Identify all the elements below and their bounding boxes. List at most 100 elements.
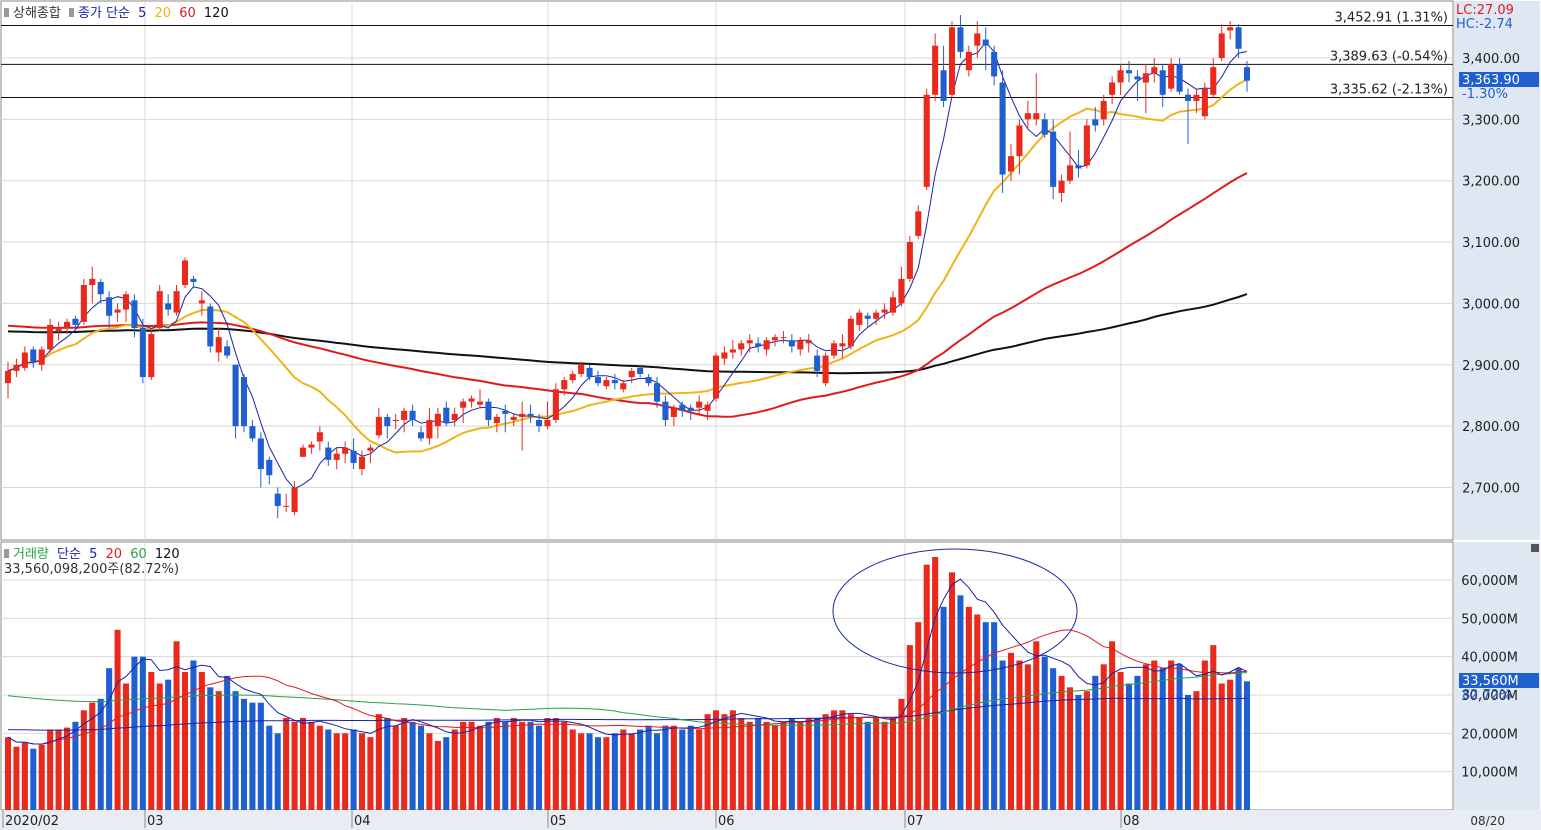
volume-bar — [291, 721, 298, 810]
candle-body — [443, 407, 450, 424]
candle-body — [957, 27, 964, 52]
panel-close-icon[interactable] — [1531, 544, 1539, 552]
candle-body — [232, 364, 239, 427]
candle-body — [763, 340, 770, 350]
volume-bar — [915, 622, 922, 810]
candle-body — [434, 413, 441, 427]
candle-body — [139, 327, 146, 378]
candle-body — [198, 300, 205, 304]
candle-body — [55, 327, 62, 332]
candle-body — [780, 337, 787, 339]
candle-body — [1134, 76, 1141, 80]
candle-body — [1050, 131, 1057, 187]
volume-y-tick: 10,000M — [1461, 766, 1518, 781]
volume-bar — [80, 710, 87, 810]
current-volume-tag — [1459, 673, 1539, 688]
candle-body — [839, 343, 846, 347]
candle-body — [544, 420, 551, 427]
candle-body — [190, 278, 197, 282]
volume-bar — [476, 725, 484, 810]
volume-bar — [502, 721, 509, 810]
candle-body — [906, 242, 913, 279]
candle-body — [392, 420, 399, 422]
volume-bar — [1092, 675, 1099, 810]
volume-bar — [628, 733, 635, 810]
candle-body — [1193, 94, 1200, 101]
candle-body — [476, 401, 484, 405]
price-legend-ma20: 20 — [154, 6, 172, 21]
volume-bar — [1142, 664, 1149, 810]
volume-y-tick: 60,000M — [1461, 574, 1518, 589]
candle-body — [291, 487, 298, 513]
ma120-line — [7, 293, 1248, 375]
candle-body — [586, 367, 593, 378]
volume-bar — [1227, 679, 1234, 810]
candle-body — [679, 404, 686, 411]
volume-bar — [670, 725, 677, 810]
candle-body — [1184, 94, 1192, 101]
volume-bar — [822, 714, 829, 810]
volume-bar — [1024, 664, 1031, 810]
candle-body — [856, 312, 863, 325]
candle-body — [527, 413, 534, 417]
candle-body — [1066, 165, 1074, 181]
candle-body — [712, 355, 720, 399]
candle-body — [384, 416, 391, 427]
volume-bar — [923, 564, 930, 810]
candle-body — [561, 380, 568, 390]
candle-body — [687, 407, 694, 411]
candle-body — [873, 312, 880, 319]
volume-value-text: 33,560,098,200주(82.72%) — [4, 562, 180, 577]
volume-bar — [1033, 641, 1040, 810]
volume-bar — [13, 746, 20, 810]
volume-y-tick: 20,000M — [1461, 727, 1518, 742]
volume-bar — [375, 714, 382, 810]
candle-body — [451, 413, 458, 421]
candle-body — [974, 33, 981, 46]
volume-bar — [712, 710, 720, 810]
volume-bar — [266, 725, 273, 810]
volume-bar — [1007, 652, 1015, 810]
volume-bar — [139, 656, 146, 810]
volume-bar — [224, 675, 231, 810]
candle-body — [1176, 64, 1183, 92]
volume-ma20-line — [7, 629, 1248, 745]
volume-bar — [257, 702, 264, 810]
candle-body — [1016, 125, 1023, 157]
volume-bar — [4, 737, 12, 810]
candle-body — [637, 367, 644, 374]
candle-body — [864, 315, 871, 319]
candle-body — [72, 318, 79, 325]
candle-body — [1109, 82, 1116, 95]
volume-bar — [299, 718, 307, 810]
legend-marker-icon — [4, 549, 9, 558]
candle-body — [519, 413, 526, 417]
candle-body — [257, 438, 264, 470]
candle-body — [502, 410, 509, 414]
candle-body — [89, 278, 96, 286]
volume-bar — [367, 737, 374, 810]
price-y-tick: 2,800.00 — [1462, 420, 1520, 435]
price-y-tick: 3,000.00 — [1462, 297, 1520, 312]
volume-bar — [569, 729, 576, 810]
price-y-tick: 2,700.00 — [1462, 482, 1520, 497]
price-legend-title: 상해종합 — [13, 6, 61, 21]
candle-body — [350, 450, 357, 463]
volume-bar — [485, 721, 492, 810]
candle-body — [1235, 27, 1242, 49]
volume-y-tick: 50,000M — [1461, 612, 1518, 627]
volume-bar — [1168, 660, 1175, 810]
candle-body — [1201, 88, 1208, 117]
volume-bar — [283, 718, 290, 810]
volume-bar — [1193, 691, 1200, 810]
volume-bar — [38, 744, 45, 810]
volume-bar — [814, 718, 821, 810]
price-y-tick: 2,900.00 — [1462, 359, 1520, 374]
x-axis-label: 07 — [907, 814, 924, 829]
candle-body — [569, 373, 576, 381]
candle-body — [47, 324, 54, 350]
corner-date: 08/20 — [1470, 814, 1505, 828]
price-legend-ma5: 5 — [138, 6, 147, 21]
volume-legend-ma60: 60 — [130, 547, 147, 562]
